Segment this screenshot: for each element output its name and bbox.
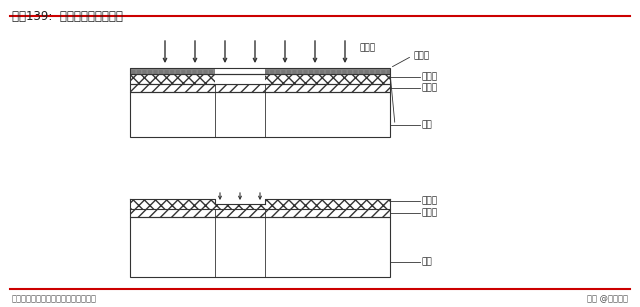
Text: 资料来源：现代显示，华泰证券研究所: 资料来源：现代显示，华泰证券研究所 — [12, 294, 97, 303]
Bar — [265, 68, 390, 74]
Text: 头条 @未来智库: 头条 @未来智库 — [587, 294, 628, 303]
Text: 图表139:  面板光刻胶曝光机理: 图表139: 面板光刻胶曝光机理 — [12, 10, 123, 23]
Bar — [130, 74, 215, 84]
Text: 紫外光: 紫外光 — [360, 43, 376, 52]
Bar — [265, 74, 390, 84]
Bar — [265, 68, 390, 74]
Text: 掩膜版: 掩膜版 — [414, 52, 430, 60]
Text: 氧化铟: 氧化铟 — [422, 208, 438, 217]
Bar — [215, 74, 265, 84]
Bar — [130, 217, 390, 277]
Bar — [130, 68, 390, 74]
Bar — [130, 74, 390, 84]
Bar — [130, 209, 390, 217]
Text: 基板: 基板 — [422, 258, 433, 266]
Bar — [130, 68, 215, 74]
Text: 氧化铟: 氧化铟 — [422, 84, 438, 92]
Bar — [265, 199, 390, 209]
Bar — [130, 84, 390, 92]
Bar — [130, 199, 215, 209]
Bar — [215, 204, 265, 209]
Bar — [130, 92, 390, 137]
Bar — [130, 68, 215, 74]
Text: 基板: 基板 — [422, 121, 433, 130]
Text: 光刻胶: 光刻胶 — [422, 196, 438, 205]
Text: 光刻胶: 光刻胶 — [422, 72, 438, 81]
